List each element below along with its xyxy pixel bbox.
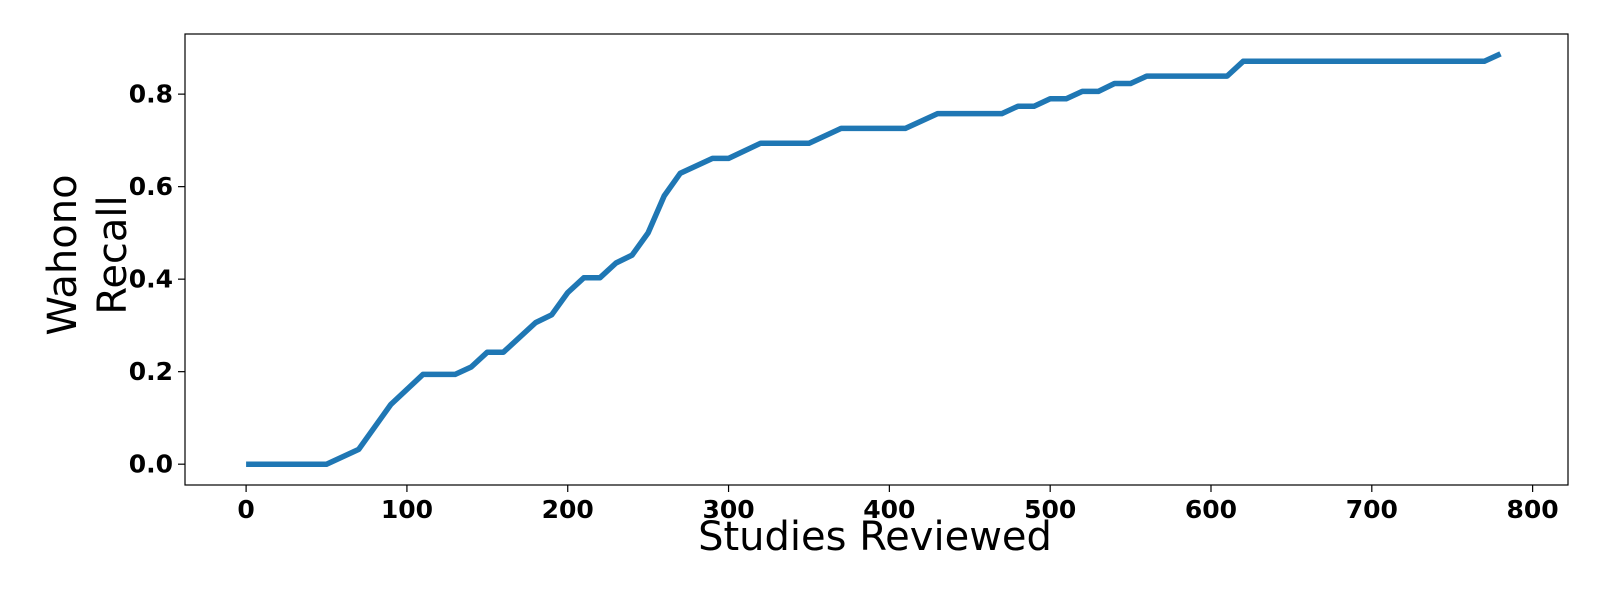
x-tick-label: 500 bbox=[1024, 495, 1076, 524]
y-tick-label: 0.8 bbox=[129, 80, 173, 109]
x-tick-label: 700 bbox=[1346, 495, 1398, 524]
x-tick-label: 100 bbox=[381, 495, 433, 524]
x-tick-label: 300 bbox=[702, 495, 754, 524]
plot-area bbox=[184, 33, 1569, 486]
axis-ticks: 0 100 200 300 400 500 600 700 800 0.0 0.2 0.4 0.6 0.8 bbox=[129, 80, 1559, 524]
y-tick-label: 0.4 bbox=[129, 265, 173, 294]
x-tick-label: 800 bbox=[1507, 495, 1559, 524]
y-tick-label: 0.6 bbox=[129, 172, 173, 201]
y-tick-label: 0.0 bbox=[129, 450, 173, 479]
x-tick-label: 200 bbox=[542, 495, 594, 524]
y-tick-label: 0.2 bbox=[129, 357, 173, 386]
series-line-1 bbox=[246, 51, 1502, 467]
x-tick-label: 600 bbox=[1185, 495, 1237, 524]
x-tick-label: 400 bbox=[863, 495, 915, 524]
plot-frame bbox=[184, 33, 1569, 486]
y-axis-title-line-1: Wahono bbox=[40, 174, 86, 335]
y-axis-title-line-2: Recall bbox=[90, 195, 136, 314]
x-tick-label: 0 bbox=[237, 495, 254, 524]
x-axis-title: Studies Reviewed bbox=[698, 514, 1052, 560]
y-axis-title: Wahono Recall bbox=[40, 174, 136, 335]
